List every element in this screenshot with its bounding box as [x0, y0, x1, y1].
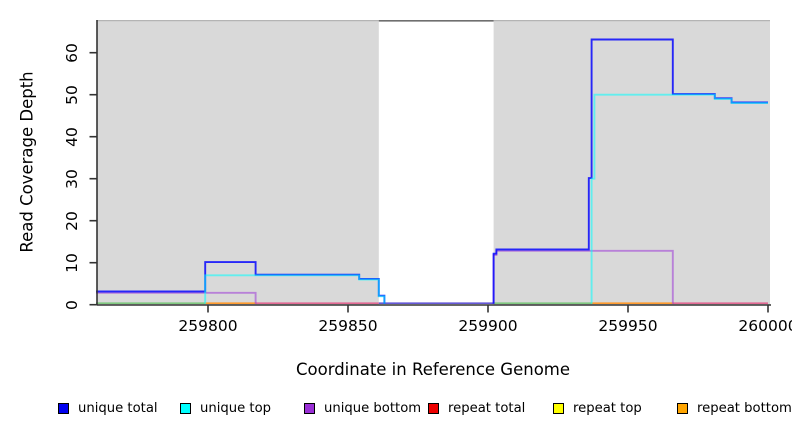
y-axis-title: Read Coverage Depth: [17, 71, 37, 253]
plot-background-left: [97, 20, 379, 305]
legend-item-unique-total: unique total: [58, 400, 158, 416]
legend-swatch-unique-bottom-icon: [304, 402, 315, 414]
legend-item-repeat-top: repeat top: [553, 400, 642, 416]
x-tick-label: 259800: [178, 317, 238, 335]
legend-label: repeat top: [573, 400, 642, 416]
series-line-unique-top: [204, 274, 386, 304]
legend-label: unique bottom: [324, 400, 422, 416]
y-tick-label: 10: [63, 252, 81, 273]
x-tick-label: 259950: [598, 317, 658, 335]
y-tick-label: 30: [63, 168, 81, 189]
legend-label: repeat bottom: [697, 400, 792, 416]
y-tick-label: 60: [63, 42, 81, 63]
x-tick-label: 259900: [458, 317, 518, 335]
legend-swatch-unique-top-icon: [180, 402, 191, 414]
plot-background-right: [493, 20, 770, 305]
x-axis-title: Coordinate in Reference Genome: [295, 360, 571, 379]
series-line-unique-top: [590, 93, 768, 304]
y-tick-label: 50: [63, 84, 81, 105]
legend-item-repeat-bottom: repeat bottom: [677, 400, 792, 416]
series-line-unique-bottom: [96, 291, 257, 304]
legend-swatch-repeat-top-icon: [553, 402, 564, 414]
y-tick-label: 0: [63, 299, 81, 310]
y-tick-label: 40: [63, 126, 81, 147]
legend-swatch-repeat-bottom-icon: [677, 402, 688, 414]
legend-swatch-unique-total-icon: [58, 402, 69, 414]
y-tick-label: 20: [63, 210, 81, 231]
legend-label: repeat total: [448, 400, 526, 416]
legend-swatch-repeat-total-icon: [428, 402, 439, 414]
x-tick-label: 260000: [738, 317, 792, 335]
legend-label: unique total: [78, 400, 158, 416]
legend-item-unique-top: unique top: [180, 400, 271, 416]
legend-label: unique top: [200, 400, 272, 416]
x-tick-label: 259850: [318, 317, 378, 335]
legend-item-repeat-total: repeat total: [428, 400, 525, 416]
legend-item-unique-bottom: unique bottom: [304, 400, 421, 416]
